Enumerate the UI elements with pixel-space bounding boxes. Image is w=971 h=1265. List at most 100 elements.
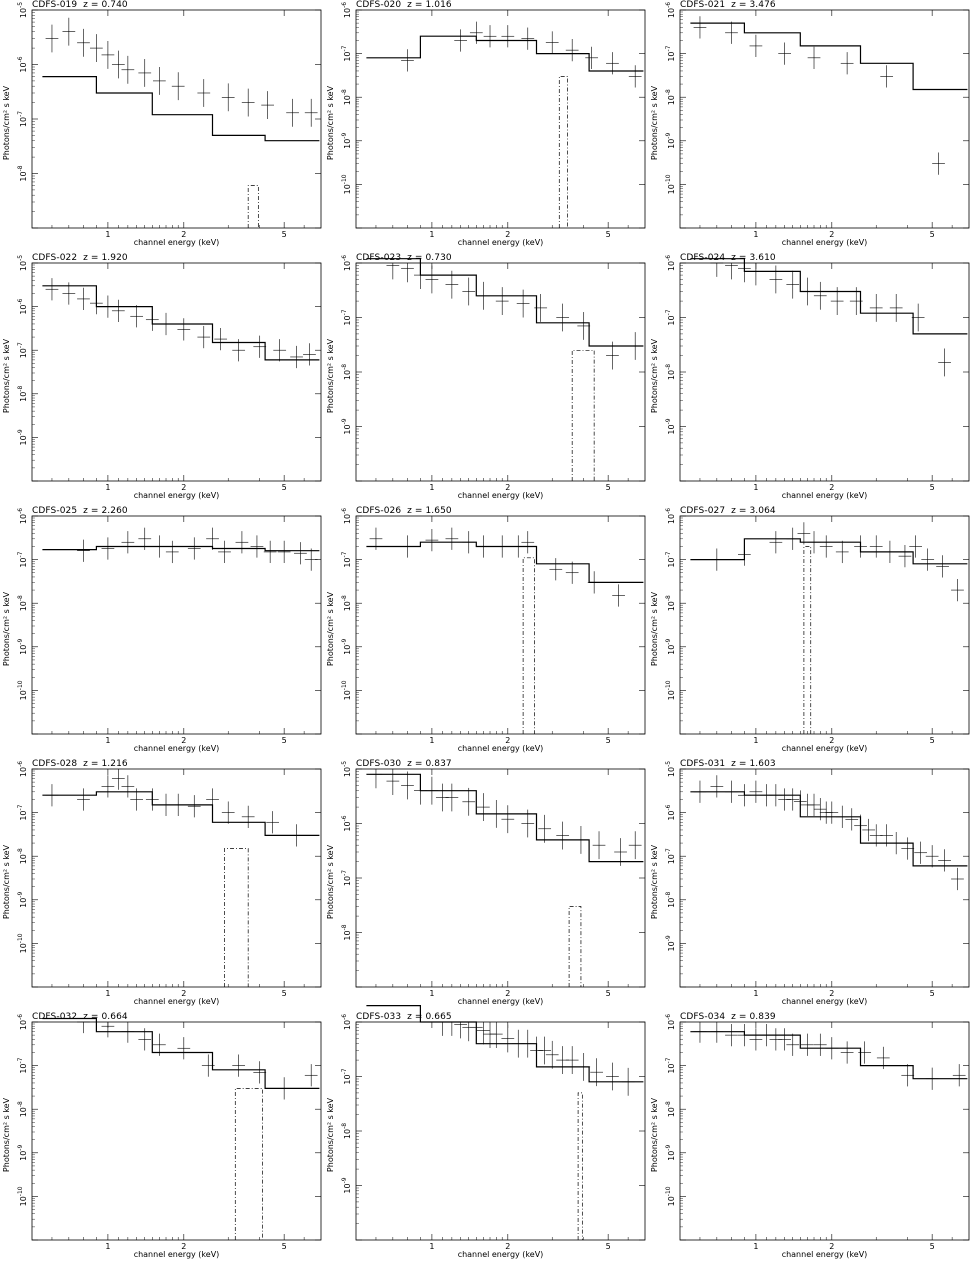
data-point — [201, 1054, 215, 1077]
data-point — [925, 1067, 939, 1090]
y-tick-label: 10-8 — [341, 364, 352, 380]
data-point — [813, 798, 827, 821]
data-point — [880, 824, 894, 847]
data-point — [152, 535, 166, 558]
y-tick-label: 10-8 — [341, 595, 352, 611]
panel-title: CDFS-034 z = 0.839 — [680, 1012, 776, 1022]
data-point — [111, 50, 125, 79]
y-tick-label: 10-7 — [341, 551, 352, 567]
data-point — [304, 98, 318, 127]
data-point — [556, 303, 570, 332]
data-point — [241, 805, 255, 828]
x-tick-label: 5 — [282, 736, 287, 745]
line-component — [571, 349, 595, 481]
y-tick-label: 10-6 — [341, 2, 352, 18]
data-point — [221, 83, 235, 112]
data-point — [454, 29, 468, 52]
y-tick-label: 10-7 — [341, 309, 352, 325]
redshift-label: z = 2.260 — [83, 506, 128, 516]
data-point — [869, 535, 883, 558]
data-point — [807, 793, 821, 817]
spectrum-panel: 1 2 5 10-8 10-7 10-6 10-5 CDFS-030 z = 0.837 cha… — [324, 759, 648, 1012]
x-tick-label: 1 — [429, 230, 434, 239]
data-point — [425, 528, 439, 552]
data-point — [521, 809, 535, 838]
spectrum-plot: 1 2 5 10-8 10-7 10-6 10-5 — [341, 761, 646, 998]
data-point — [901, 1064, 915, 1087]
data-point — [565, 561, 579, 584]
data-point — [898, 545, 912, 568]
y-tick-label: 10-8 — [341, 1123, 352, 1139]
panel-title: CDFS-022 z = 1.920 — [32, 253, 128, 263]
y-tick-label: 10-7 — [341, 870, 352, 886]
panel-title: CDFS-024 z = 3.610 — [680, 253, 776, 263]
source-name: CDFS-028 — [32, 759, 78, 769]
data-point — [235, 531, 249, 554]
data-point — [693, 1022, 707, 1043]
data-point — [901, 837, 915, 860]
y-tick-label: 10-6 — [665, 804, 676, 820]
x-tick-label: 1 — [105, 1242, 110, 1251]
data-point — [585, 46, 599, 69]
spectrum-panel: 1 2 5 10-8 10-7 10-6 10-5 CDFS-019 z = 0.740 cha… — [0, 0, 324, 253]
source-name: CDFS-032 — [32, 1012, 78, 1022]
x-tick-label: 2 — [181, 1242, 186, 1251]
data-point — [577, 312, 591, 340]
data-point — [936, 555, 949, 578]
spectrum-plot: 1 2 5 10-8 10-7 10-6 10-5 — [17, 2, 322, 239]
data-point — [725, 21, 738, 44]
data-point — [101, 1022, 115, 1038]
data-point — [725, 263, 738, 280]
x-tick-label: 5 — [282, 483, 287, 492]
x-tick-label: 1 — [429, 736, 434, 745]
plot-frame — [31, 9, 322, 229]
data-point — [825, 801, 839, 824]
model-line — [366, 773, 644, 863]
redshift-label: z = 3.476 — [731, 0, 776, 10]
data-point — [221, 801, 235, 824]
data-point — [138, 59, 152, 87]
redshift-label: z = 1.920 — [83, 253, 128, 263]
data-point — [290, 824, 303, 847]
y-tick-label: 10-8 — [17, 165, 28, 181]
y-tick-label: 10-8 — [341, 89, 352, 105]
panel-title: CDFS-031 z = 1.603 — [680, 759, 776, 769]
data-point — [101, 40, 115, 69]
spectrum-plot: 1 2 5 10-9 10-8 10-7 10-6 — [341, 255, 646, 492]
y-tick-label: 10-6 — [17, 56, 28, 72]
redshift-label: z = 0.839 — [731, 1012, 776, 1022]
model-line — [42, 76, 320, 142]
y-tick-label: 10-10 — [341, 680, 352, 700]
y-tick-label: 10-9 — [665, 418, 676, 434]
x-tick-label: 2 — [505, 989, 510, 998]
data-point — [445, 527, 459, 550]
data-point — [445, 783, 459, 812]
data-point — [294, 542, 307, 565]
line-component — [568, 906, 582, 987]
data-point — [413, 776, 427, 805]
y-tick-label: 10-6 — [17, 1014, 28, 1030]
data-point — [483, 25, 497, 48]
y-tick-label: 10-9 — [665, 935, 676, 951]
data-point — [77, 1021, 90, 1034]
data-point — [786, 788, 800, 811]
data-point — [218, 540, 231, 564]
y-tick-label: 10-6 — [341, 255, 352, 271]
plot-frame — [679, 768, 970, 988]
redshift-label: z = 1.603 — [731, 759, 776, 769]
data-point — [145, 788, 159, 811]
data-point — [737, 543, 751, 566]
y-axis-label: Photons/cm² s keV — [2, 844, 11, 920]
data-point — [813, 281, 827, 310]
y-tick-label: 10-7 — [665, 309, 676, 325]
data-point — [489, 799, 503, 828]
model-line — [42, 1017, 320, 1089]
data-point — [880, 65, 894, 88]
x-tick-label: 1 — [105, 989, 110, 998]
data-point — [749, 34, 763, 58]
x-tick-label: 2 — [181, 230, 186, 239]
x-tick-label: 5 — [930, 483, 935, 492]
x-tick-label: 1 — [753, 483, 758, 492]
model-line — [366, 35, 644, 72]
line-component — [558, 76, 568, 228]
